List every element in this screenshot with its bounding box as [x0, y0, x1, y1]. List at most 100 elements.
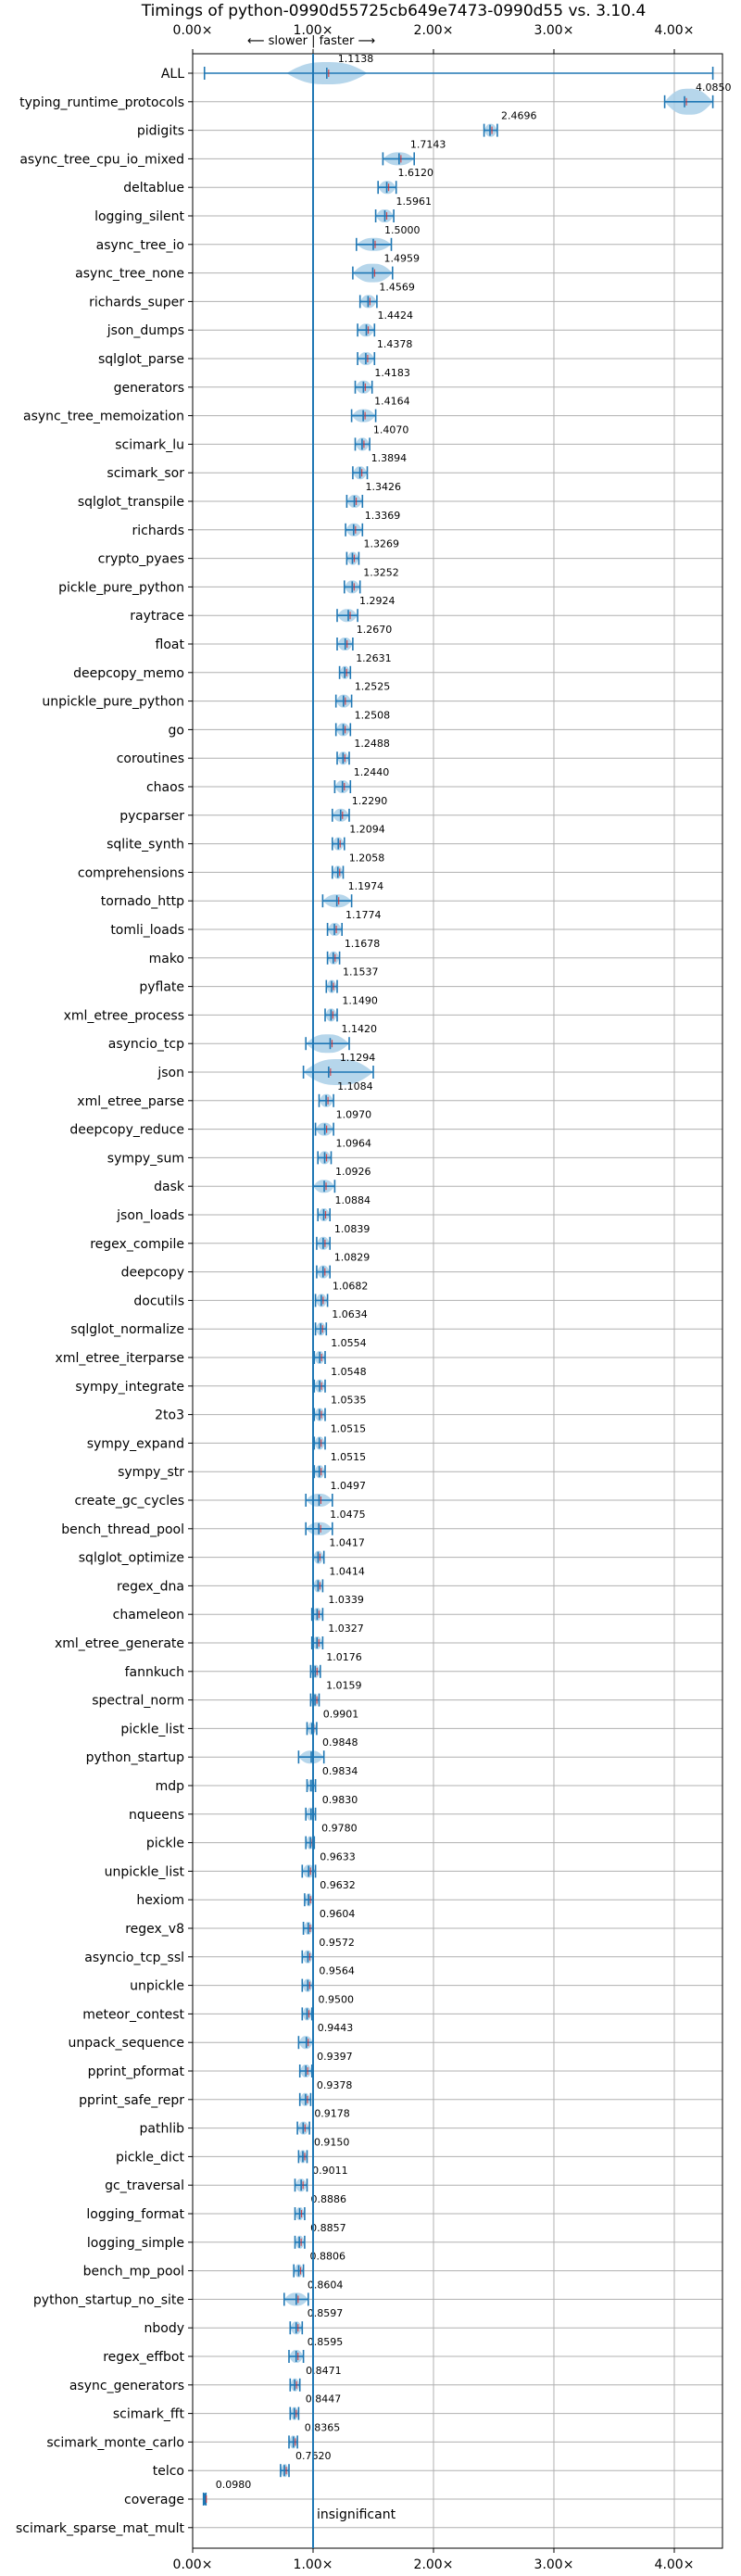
- value-label: 1.0964: [336, 1137, 372, 1149]
- benchmark-violin: 0.9901: [306, 1708, 358, 1736]
- benchmark-name: coroutines: [117, 751, 184, 766]
- benchmark-name: bench_mp_pool: [83, 2265, 184, 2279]
- benchmark-name: sqlglot_optimize: [79, 1551, 184, 1566]
- value-label: 0.9830: [322, 1794, 358, 1806]
- benchmark-violin: 1.2440: [333, 766, 389, 793]
- value-label: 1.0417: [329, 1537, 365, 1549]
- benchmark-name: pathlib: [140, 2122, 185, 2137]
- benchmark-violin: 1.1974: [321, 880, 383, 908]
- x-tick-label-bottom: 4.00×: [655, 2557, 695, 2572]
- benchmark-violin: 0.8595: [288, 2336, 343, 2363]
- benchmark-violin: 1.2094: [331, 824, 385, 851]
- benchmark-name: ALL: [161, 67, 184, 82]
- benchmark-violin: 1.0535: [313, 1395, 367, 1421]
- benchmark-violin: 1.0414: [312, 1565, 365, 1593]
- value-label: 1.1774: [345, 909, 382, 921]
- value-label: 1.4070: [373, 423, 409, 436]
- benchmark-name: sympy_sum: [107, 1151, 184, 1166]
- value-label: 0.9443: [318, 2022, 354, 2034]
- benchmark-violin: 1.7143: [382, 138, 446, 166]
- insignificant-label: insignificant: [317, 2507, 396, 2522]
- benchmark-violin: 1.3894: [352, 452, 408, 480]
- value-label: 1.0176: [326, 1651, 362, 1663]
- benchmark-name: deltablue: [123, 181, 184, 196]
- value-label: 0.9632: [320, 1879, 356, 1891]
- benchmark-violin: 0.0980: [202, 2479, 251, 2506]
- value-label: 0.8604: [308, 2279, 344, 2291]
- benchmark-name: async_tree_memoization: [23, 410, 184, 424]
- benchmark-name: async_tree_cpu_io_mixed: [19, 152, 184, 167]
- value-label: 1.3894: [371, 452, 408, 464]
- benchmark-name: logging_format: [86, 2207, 184, 2222]
- benchmark-violin: 1.5000: [355, 224, 421, 251]
- value-label: 1.2508: [355, 709, 391, 721]
- value-label: 1.1490: [342, 994, 378, 1006]
- benchmark-name: telco: [153, 2464, 184, 2479]
- benchmark-violin: 1.0475: [305, 1509, 366, 1535]
- x-tick-label-top: 2.00×: [414, 23, 454, 38]
- value-label: 1.0554: [331, 1337, 367, 1349]
- value-label: 0.9397: [317, 2051, 353, 2063]
- benchmark-violin: 1.0417: [312, 1537, 365, 1564]
- x-tick-label-top: 4.00×: [655, 23, 695, 38]
- benchmark-violin: 1.0159: [309, 1680, 362, 1707]
- benchmark-violin: 0.9604: [302, 1908, 356, 1935]
- benchmark-name: chaos: [146, 780, 184, 795]
- benchmark-name: sympy_integrate: [75, 1380, 184, 1395]
- benchmark-name: gc_traversal: [105, 2178, 184, 2193]
- value-label: 1.2924: [359, 595, 396, 607]
- benchmark-name: python_startup: [86, 1750, 184, 1765]
- benchmark-name: async_tree_none: [75, 267, 184, 282]
- value-label: 0.8597: [308, 2307, 344, 2319]
- benchmark-name: json_dumps: [107, 323, 184, 338]
- benchmark-violin: 1.0176: [309, 1651, 362, 1678]
- benchmark-violin: 1.4959: [352, 253, 420, 283]
- benchmark-violin: 1.3369: [345, 510, 400, 537]
- value-label: 1.2094: [349, 824, 385, 836]
- value-label: 1.0535: [331, 1395, 367, 1407]
- benchmark-name: pickle: [146, 1837, 184, 1851]
- grid: [192, 54, 722, 2548]
- value-label: 0.8857: [310, 2222, 346, 2234]
- benchmark-violin: 0.9178: [296, 2108, 350, 2135]
- benchmark-violin: 1.0554: [313, 1337, 367, 1364]
- value-label: 1.1294: [340, 1052, 376, 1064]
- direction-annotation: ⟵ slower | faster ⟶: [247, 34, 375, 48]
- value-label: 0.9848: [322, 1736, 358, 1749]
- value-label: 0.9572: [319, 1937, 355, 1949]
- value-label: 1.2670: [357, 624, 393, 636]
- benchmark-violin: 1.2058: [331, 852, 385, 879]
- benchmark-violin: 1.5961: [374, 196, 432, 222]
- benchmark-name: go: [169, 723, 184, 738]
- benchmark-name: nbody: [144, 2321, 185, 2336]
- benchmark-violin: 0.9378: [298, 2079, 352, 2106]
- benchmark-name: async_generators: [69, 2379, 184, 2393]
- value-label: 1.0515: [331, 1451, 367, 1463]
- benchmark-name: richards_super: [89, 295, 184, 309]
- benchmark-violin: 1.0926: [312, 1166, 371, 1193]
- value-label: 1.0497: [330, 1480, 366, 1492]
- value-label: 0.9604: [320, 1908, 356, 1920]
- value-label: 1.2058: [349, 852, 385, 864]
- benchmark-name: json_loads: [116, 1208, 184, 1223]
- x-tick-label-bottom: 3.00×: [534, 2557, 574, 2572]
- benchmark-name: pickle_dict: [116, 2150, 185, 2165]
- x-tick-label-top: 3.00×: [534, 23, 574, 38]
- benchmark-name: pyflate: [139, 980, 184, 995]
- value-label: 1.1420: [341, 1023, 377, 1035]
- value-label: 0.0980: [216, 2479, 251, 2491]
- benchmark-name: richards: [132, 524, 185, 538]
- benchmark-name: unpack_sequence: [69, 2036, 184, 2051]
- benchmarks: 1.1138 4.0850 2.4696 1.7143 1.6120 1.5961 1.50…: [202, 53, 732, 2506]
- benchmark-violin: 0.8604: [283, 2279, 344, 2306]
- benchmark-violin: 0.8806: [293, 2251, 345, 2278]
- benchmark-name: pprint_safe_repr: [79, 2093, 184, 2108]
- benchmark-name: regex_compile: [90, 1237, 184, 1252]
- benchmark-violin: 1.3426: [345, 481, 401, 508]
- benchmark-violin: 0.9572: [301, 1937, 355, 1964]
- value-label: 1.2631: [356, 652, 392, 664]
- value-label: 4.0850: [696, 82, 732, 94]
- benchmark-violin: 0.9564: [301, 1965, 355, 1992]
- value-label: 1.0829: [334, 1252, 370, 1264]
- value-label: 1.1678: [345, 938, 381, 950]
